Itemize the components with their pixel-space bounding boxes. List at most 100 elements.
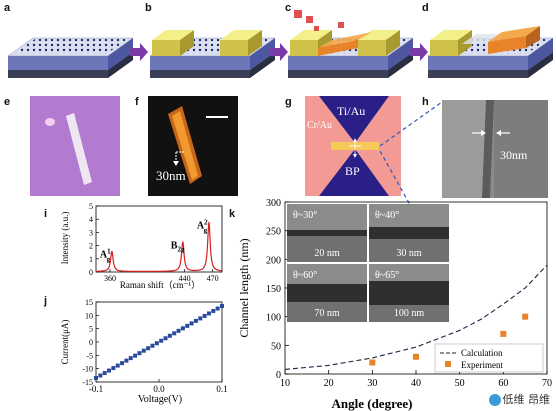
- raman-ytick-label: 5: [89, 202, 93, 211]
- schematic-c: [287, 10, 414, 78]
- channel-ytick-label: 150: [266, 284, 281, 295]
- iv-data-point: [120, 361, 125, 366]
- sem-inset-gap: [287, 284, 367, 302]
- channel-xlabel: Angle (degree): [332, 396, 413, 411]
- schematic-d: [427, 26, 554, 78]
- schematic-b: [149, 30, 276, 78]
- sem-inset-1: θ~40° 30 nm: [369, 204, 449, 262]
- iv-data-point: [189, 321, 194, 326]
- channel-xtick-label: 10: [280, 378, 290, 389]
- raman-ytick-label: 2: [89, 242, 93, 251]
- sem-inset-length: 30 nm: [396, 248, 422, 259]
- sem-inset-angle: θ~30°: [293, 210, 317, 221]
- legend-experiment-swatch: [445, 361, 451, 367]
- iv-data-point: [111, 366, 116, 371]
- raman-xtick-label: 440: [179, 274, 191, 283]
- iv-data-point: [94, 376, 98, 380]
- iv-data-point: [211, 308, 216, 313]
- legend-experiment-label: Experiment: [461, 360, 503, 370]
- sem-inset-upper: [369, 264, 449, 281]
- iv-data-point: [141, 348, 146, 353]
- sem-inset-length: 20 nm: [314, 248, 340, 259]
- sem-inset-gap: [369, 281, 449, 305]
- raman-ytick-label: 0: [89, 268, 93, 277]
- sem-inset-2: θ~60° 70 nm: [287, 264, 367, 322]
- raman-peak-label-2: A2 g: [197, 219, 208, 235]
- panel-label-h: h: [422, 96, 429, 108]
- iv-ytick-label: 5: [89, 325, 93, 334]
- iv-data-point: [202, 313, 207, 318]
- iv-data-point: [128, 356, 133, 361]
- iv-ytick-label: 0: [89, 338, 93, 347]
- iv-data-point: [102, 371, 107, 376]
- watermark-icon: [488, 394, 501, 406]
- channel-ytick-label: 100: [266, 313, 281, 324]
- arrow-cd: [410, 43, 428, 61]
- panel-label-i: i: [44, 208, 48, 220]
- sem-inset-upper: [287, 204, 367, 230]
- experiment-point: [413, 353, 419, 360]
- sem-inset-angle: θ~65°: [375, 270, 399, 281]
- sem-inset-gap: [369, 227, 449, 239]
- sem-inset-upper: [287, 264, 367, 284]
- channel-xtick-label: 70: [542, 378, 552, 389]
- schematic-a: [7, 37, 134, 78]
- iv-data-point: [133, 353, 138, 358]
- iv-data-point: [167, 333, 172, 338]
- iv-data-point: [172, 331, 177, 336]
- afm-scale-label: 30nm: [156, 168, 186, 183]
- ti-au-label: Ti/Au: [337, 104, 366, 118]
- panel-label-g: g: [285, 96, 292, 108]
- iv-xtick-label: 0.0: [153, 384, 165, 394]
- iv-data-point: [159, 338, 164, 343]
- raman-xtick-label: 470: [207, 274, 219, 283]
- channel-ytick-label: 300: [266, 198, 281, 209]
- iv-data-point: [107, 368, 112, 373]
- legend-calculation-label: Calculation: [461, 348, 503, 358]
- iv-chart: Current(μA) Voltage(V) -15 -10 -5 0 5 10 15 -0.…: [60, 298, 228, 405]
- iv-data-point: [215, 306, 220, 311]
- iv-data-point: [146, 346, 151, 351]
- iv-data-point: [137, 351, 142, 356]
- iv-data-point: [154, 341, 159, 346]
- iv-ytick-label: 10: [85, 311, 93, 320]
- gap-label: 30nm: [500, 148, 528, 162]
- panel-label-k: k: [229, 208, 236, 220]
- watermark: 低维 昂维: [488, 391, 551, 407]
- raman-xlabel: Raman shift（cm⁻¹）: [120, 280, 200, 290]
- raman-ytick-label: 1: [89, 255, 93, 264]
- iv-data-point: [206, 311, 211, 316]
- iv-data-point: [98, 373, 103, 378]
- panel-label-j: j: [44, 295, 48, 307]
- channel-ytick-label: 200: [266, 255, 281, 266]
- channel-xtick-label: 50: [455, 378, 465, 389]
- legend-box: [434, 343, 544, 373]
- sem-inset-3: θ~65° 100 nm: [369, 264, 449, 322]
- iv-data-point: [150, 343, 155, 348]
- iv-ytick-label: -10: [82, 365, 93, 374]
- channel-ylabel: Channel length (nm): [237, 238, 251, 337]
- channel-xtick-label: 60: [498, 378, 508, 389]
- device-image: Ti/Au Cr/Au BP: [305, 96, 401, 196]
- iv-xlabel: Voltage(V): [138, 394, 182, 405]
- iv-data-point: [193, 318, 198, 323]
- iv-ylabel: Current(μA): [60, 320, 70, 365]
- arrow-bc: [270, 43, 288, 61]
- channel-ytick-label: 0: [276, 370, 281, 381]
- iv-ytick-label: -5: [86, 351, 93, 360]
- panel-label-e: e: [4, 96, 11, 108]
- iv-data-point: [115, 363, 120, 368]
- panel-label-f: f: [135, 96, 139, 108]
- sem-inset-gap: [287, 230, 367, 236]
- experiment-point: [369, 359, 376, 366]
- iv-ytick-label: -15: [82, 378, 93, 387]
- iv-data-point: [220, 304, 224, 308]
- iv-ytick-label: 15: [85, 298, 93, 307]
- optical-image: [30, 96, 120, 196]
- watermark-text: 低维 昂维: [502, 393, 551, 406]
- sem-inset-angle: θ~40°: [375, 210, 399, 221]
- panel-label-c: c: [285, 2, 292, 14]
- channel-ytick-label: 50: [271, 341, 281, 352]
- bp-label: BP: [345, 164, 360, 178]
